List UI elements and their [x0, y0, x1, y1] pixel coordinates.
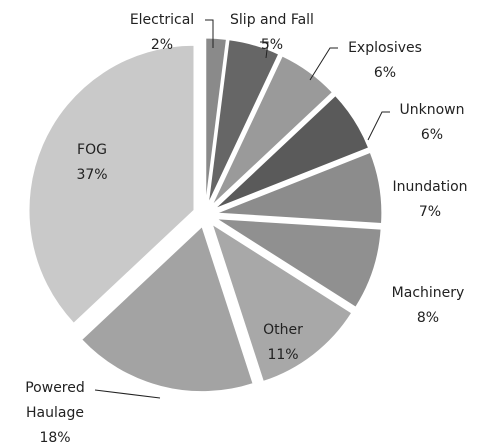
value-label: 6%: [373, 65, 397, 81]
slice-label: Powered Haulage 18%: [15, 376, 95, 447]
pie-slice: [211, 55, 334, 206]
value-label: 7%: [418, 204, 442, 220]
category-name: Unknown: [399, 102, 465, 118]
category-name: FOG: [77, 142, 107, 158]
slice-label: FOG 37%: [62, 138, 122, 188]
slice-label: Unknown 6%: [387, 98, 477, 148]
category-name: Slip and Fall: [230, 12, 314, 28]
category-name: Electrical: [129, 12, 195, 28]
leader-line: [367, 111, 390, 141]
leader-line: [309, 47, 338, 81]
pie-slice: [211, 223, 353, 383]
pie-slice: [216, 218, 382, 308]
slice-label: Electrical 2%: [117, 8, 207, 58]
pie-slice: [28, 44, 195, 324]
value-label: 8%: [416, 310, 440, 326]
pie-slice: [207, 39, 280, 204]
category-name: Other: [263, 322, 303, 338]
slice-label: Machinery 8%: [378, 281, 478, 331]
slice-label: Other 11%: [253, 318, 313, 368]
slice-label: Slip and Fall 5%: [217, 8, 327, 58]
category-name: Explosives: [348, 40, 422, 56]
value-label: 5%: [260, 37, 284, 53]
leader-line: [260, 41, 269, 59]
value-label: 37%: [76, 167, 108, 183]
leader-line: [94, 389, 161, 399]
value-label: 18%: [39, 430, 71, 446]
pie-slice: [214, 94, 370, 210]
value-label: 6%: [420, 127, 444, 143]
category-name: Machinery: [391, 285, 465, 301]
slice-label: Explosives 6%: [340, 36, 430, 86]
value-label: 2%: [150, 37, 174, 53]
pie-slice: [205, 37, 227, 204]
slice-label: Inundation 7%: [380, 175, 480, 225]
category-name: Inundation: [392, 179, 468, 195]
category-name: Powered Haulage: [25, 380, 85, 421]
pie-slice: [81, 225, 254, 393]
pie-slice: [216, 151, 383, 225]
leader-line: [205, 19, 214, 48]
value-label: 11%: [267, 347, 299, 363]
